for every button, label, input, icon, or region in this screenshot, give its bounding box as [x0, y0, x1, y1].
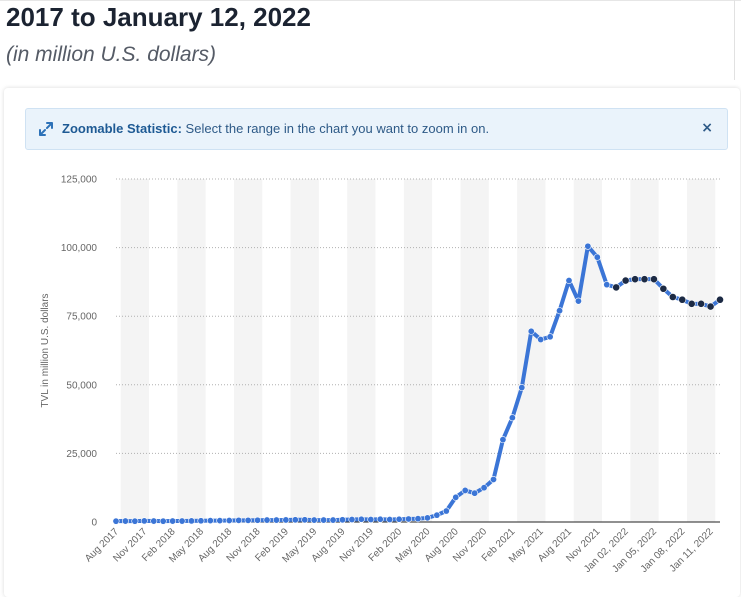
data-point [537, 336, 545, 344]
data-point [386, 516, 394, 524]
data-point [480, 484, 488, 492]
y-tick-label: 25,000 [66, 449, 97, 460]
background-band [630, 179, 659, 522]
y-tick-label: 75,000 [66, 312, 97, 323]
y-tick-label: 50,000 [66, 380, 97, 391]
background-band [573, 179, 603, 522]
data-point [263, 516, 271, 524]
data-point [452, 493, 460, 501]
y-tick-label: 0 [91, 518, 97, 529]
data-point [159, 517, 167, 525]
data-point [489, 475, 497, 483]
background-band [120, 179, 150, 522]
data-point [584, 242, 592, 250]
background-band [686, 179, 716, 522]
data-point [621, 276, 630, 285]
data-point [320, 516, 328, 524]
background-band [233, 179, 263, 522]
data-point [461, 486, 469, 494]
data-point [254, 516, 262, 524]
data-point [301, 516, 309, 524]
data-point [150, 517, 158, 525]
y-tick-label: 125,000 [61, 175, 98, 186]
zoom-info-banner: Zoomable Statistic: Select the range in … [25, 108, 728, 150]
data-point [442, 507, 450, 515]
data-point [556, 307, 564, 315]
data-point [188, 517, 196, 525]
data-point [178, 517, 186, 525]
data-point [282, 516, 290, 524]
y-axis-label: TVL in million U.S. dollars [40, 293, 51, 407]
banner-label: Zoomable Statistic: [62, 121, 182, 136]
data-point [640, 275, 649, 284]
data-point [291, 516, 299, 524]
data-point [565, 277, 573, 285]
data-point [668, 293, 677, 301]
data-point [508, 414, 516, 422]
background-band [403, 179, 433, 522]
data-point [593, 253, 601, 261]
background-band [517, 179, 546, 522]
data-point [348, 516, 356, 524]
data-point [405, 515, 413, 523]
data-point [367, 516, 375, 524]
data-point [527, 327, 535, 335]
background-band [460, 179, 489, 522]
data-point [121, 517, 129, 525]
close-icon[interactable]: × [701, 120, 713, 136]
data-point [197, 517, 205, 525]
background-band [177, 179, 206, 522]
page-subtitle: (in million U.S. dollars) [6, 43, 217, 66]
data-point [112, 517, 120, 525]
data-point [612, 283, 621, 292]
top-divider [0, 0, 741, 1]
background-band [347, 179, 376, 522]
data-point [216, 517, 224, 525]
data-point [140, 517, 148, 525]
data-point [225, 516, 233, 524]
background-band [290, 179, 319, 522]
data-point [423, 514, 431, 522]
chart-background-bands [120, 179, 716, 522]
data-point [329, 516, 337, 524]
data-point [603, 281, 611, 289]
data-point [706, 302, 715, 311]
data-point [631, 275, 639, 284]
data-point [244, 516, 252, 524]
data-point [659, 284, 668, 293]
data-point [650, 275, 658, 284]
data-point [338, 516, 346, 524]
y-tick-label: 100,000 [61, 243, 98, 254]
y-axis-ticks: 0 25,000 50,000 75,000 100,000 125,000 [61, 175, 98, 529]
data-point [546, 333, 554, 341]
data-point [678, 295, 687, 304]
data-point [687, 299, 696, 308]
data-point [697, 299, 706, 308]
data-point [499, 436, 507, 444]
data-point [395, 515, 403, 523]
data-point [235, 516, 243, 524]
data-point [357, 515, 365, 523]
data-point [518, 384, 526, 392]
data-point [206, 517, 214, 525]
right-divider [734, 0, 735, 80]
banner-message: Zoomable Statistic: Select the range in … [62, 121, 489, 136]
data-point [471, 489, 479, 497]
banner-text: Select the range in the chart you want t… [185, 121, 490, 136]
data-point [169, 517, 177, 525]
expand-arrows-icon [38, 121, 54, 137]
data-point [272, 516, 280, 524]
data-point [716, 295, 724, 304]
series-markers [112, 242, 724, 525]
data-point [433, 511, 441, 519]
page-title: 2017 to January 12, 2022 [6, 2, 311, 32]
data-point [310, 516, 318, 524]
data-point [376, 515, 384, 523]
data-point [574, 297, 582, 305]
data-point [414, 515, 422, 523]
data-point [131, 517, 139, 525]
